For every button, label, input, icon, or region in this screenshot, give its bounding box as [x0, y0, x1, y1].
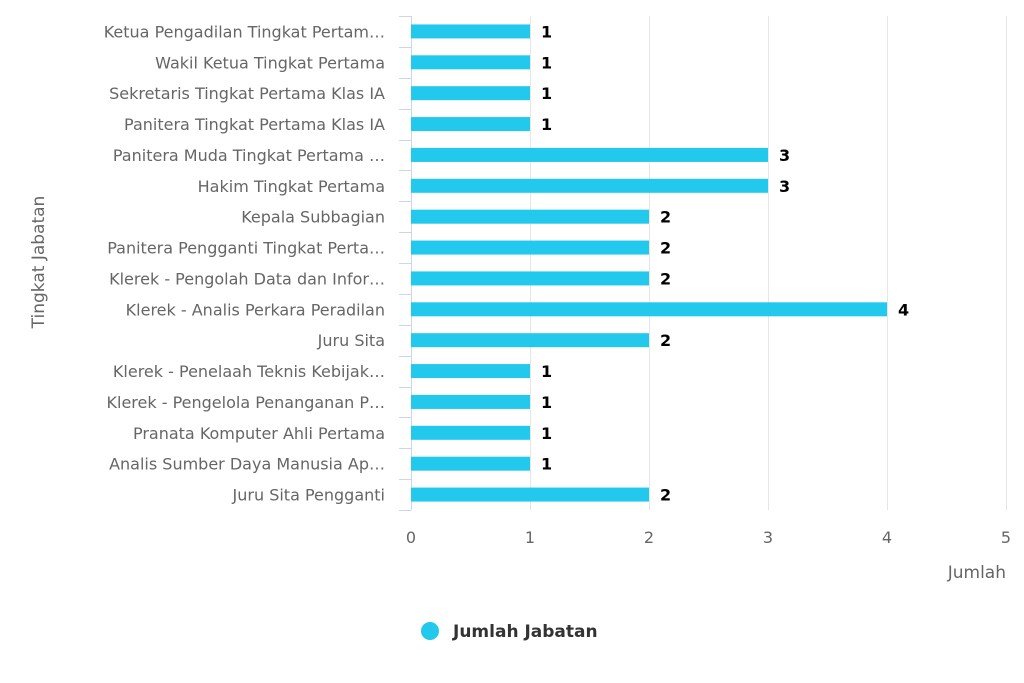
- category-label: Panitera Pengganti Tingkat Perta…: [107, 239, 385, 258]
- bar[interactable]: [411, 456, 530, 471]
- x-tick-labels: 0 1 2 3 4 5: [406, 528, 1011, 547]
- legend-marker: [421, 622, 439, 640]
- bar[interactable]: [411, 333, 649, 348]
- data-label: 2: [660, 239, 671, 258]
- data-labels: 1 1 1 1 3 3 2 2 2 4 2 1 1 1 1 2: [541, 22, 909, 504]
- bar[interactable]: [411, 271, 649, 286]
- data-label: 2: [660, 269, 671, 288]
- y-axis-title: Tingkat Jabatan: [29, 196, 49, 330]
- category-label: Juru Sita: [317, 331, 385, 350]
- data-label: 1: [541, 362, 552, 381]
- data-label: 2: [660, 208, 671, 227]
- bar[interactable]: [411, 178, 768, 193]
- data-label: 1: [541, 115, 552, 134]
- data-label: 1: [541, 393, 552, 412]
- category-label: Klerek - Pengelola Penanganan P…: [107, 393, 385, 412]
- bar[interactable]: [411, 86, 530, 101]
- x-axis-title: Jumlah: [947, 563, 1006, 583]
- bars: [411, 24, 887, 502]
- legend-label: Jumlah Jabatan: [452, 622, 598, 642]
- data-label: 1: [541, 53, 552, 72]
- data-label: 4: [898, 300, 909, 319]
- data-label: 1: [541, 455, 552, 474]
- data-label: 1: [541, 84, 552, 103]
- category-label: Hakim Tingkat Pertama: [198, 177, 385, 196]
- data-label: 3: [779, 177, 790, 196]
- bar[interactable]: [411, 24, 530, 39]
- x-tick-label: 0: [406, 528, 416, 547]
- legend[interactable]: Jumlah Jabatan: [421, 622, 598, 642]
- data-label: 1: [541, 424, 552, 443]
- category-label: Klerek - Pengolah Data dan Infor…: [109, 269, 385, 288]
- bar[interactable]: [411, 302, 887, 317]
- x-tick-label: 4: [882, 528, 892, 547]
- bar[interactable]: [411, 394, 530, 409]
- category-labels: Ketua Pengadilan Tingkat Pertam… Wakil Ke…: [104, 22, 385, 504]
- x-tick-label: 3: [763, 528, 773, 547]
- category-label: Pranata Komputer Ahli Pertama: [133, 424, 385, 443]
- x-tick-label: 1: [525, 528, 535, 547]
- bar[interactable]: [411, 425, 530, 440]
- x-tick-label: 2: [644, 528, 654, 547]
- category-label: Panitera Muda Tingkat Pertama …: [113, 146, 385, 165]
- bar[interactable]: [411, 487, 649, 502]
- category-label: Klerek - Penelaah Teknis Kebijak…: [113, 362, 385, 381]
- category-label: Analis Sumber Daya Manusia Ap…: [109, 455, 385, 474]
- x-tick-label: 5: [1001, 528, 1011, 547]
- bar[interactable]: [411, 147, 768, 162]
- category-label: Klerek - Analis Perkara Peradilan: [126, 300, 385, 319]
- bar[interactable]: [411, 364, 530, 379]
- data-label: 1: [541, 22, 552, 41]
- bar[interactable]: [411, 117, 530, 132]
- category-label: Juru Sita Pengganti: [232, 486, 385, 505]
- bar[interactable]: [411, 209, 649, 224]
- bar[interactable]: [411, 55, 530, 70]
- category-label: Sekretaris Tingkat Pertama Klas IA: [109, 84, 385, 103]
- data-label: 2: [660, 486, 671, 505]
- category-label: Kepala Subbagian: [241, 208, 385, 227]
- bar[interactable]: [411, 240, 649, 255]
- category-label: Ketua Pengadilan Tingkat Pertam…: [104, 22, 385, 41]
- data-label: 3: [779, 146, 790, 165]
- category-label: Panitera Tingkat Pertama Klas IA: [124, 115, 385, 134]
- category-ticks: [399, 16, 411, 511]
- category-label: Wakil Ketua Tingkat Pertama: [155, 53, 385, 72]
- data-label: 2: [660, 331, 671, 350]
